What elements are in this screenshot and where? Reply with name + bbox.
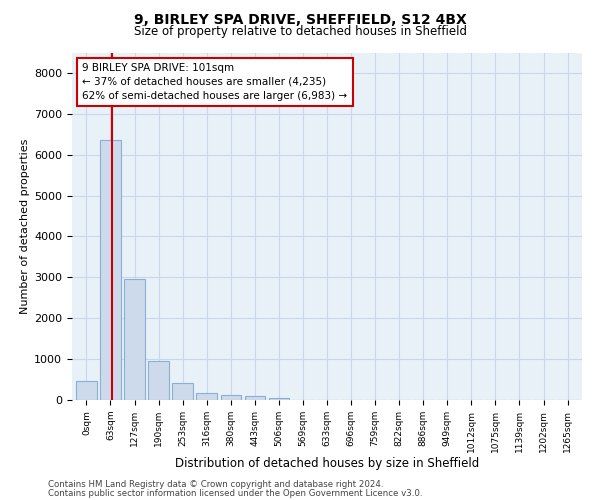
Bar (148, 361, 169, 400)
Bar (76, 381, 97, 400)
Bar (221, 394, 241, 400)
Bar (100, 140, 121, 400)
Bar (245, 396, 265, 400)
Bar (196, 393, 217, 400)
Bar (124, 280, 145, 400)
Text: Contains public sector information licensed under the Open Government Licence v3: Contains public sector information licen… (48, 488, 422, 498)
Y-axis label: Number of detached properties: Number of detached properties (20, 138, 30, 314)
Text: Size of property relative to detached houses in Sheffield: Size of property relative to detached ho… (133, 25, 467, 38)
Bar (172, 383, 193, 400)
Bar (269, 398, 289, 400)
Text: 9 BIRLEY SPA DRIVE: 101sqm
← 37% of detached houses are smaller (4,235)
62% of s: 9 BIRLEY SPA DRIVE: 101sqm ← 37% of deta… (82, 63, 347, 101)
X-axis label: Distribution of detached houses by size in Sheffield: Distribution of detached houses by size … (175, 458, 479, 470)
Text: Contains HM Land Registry data © Crown copyright and database right 2024.: Contains HM Land Registry data © Crown c… (48, 480, 383, 489)
Text: 9, BIRLEY SPA DRIVE, SHEFFIELD, S12 4BX: 9, BIRLEY SPA DRIVE, SHEFFIELD, S12 4BX (134, 12, 466, 26)
